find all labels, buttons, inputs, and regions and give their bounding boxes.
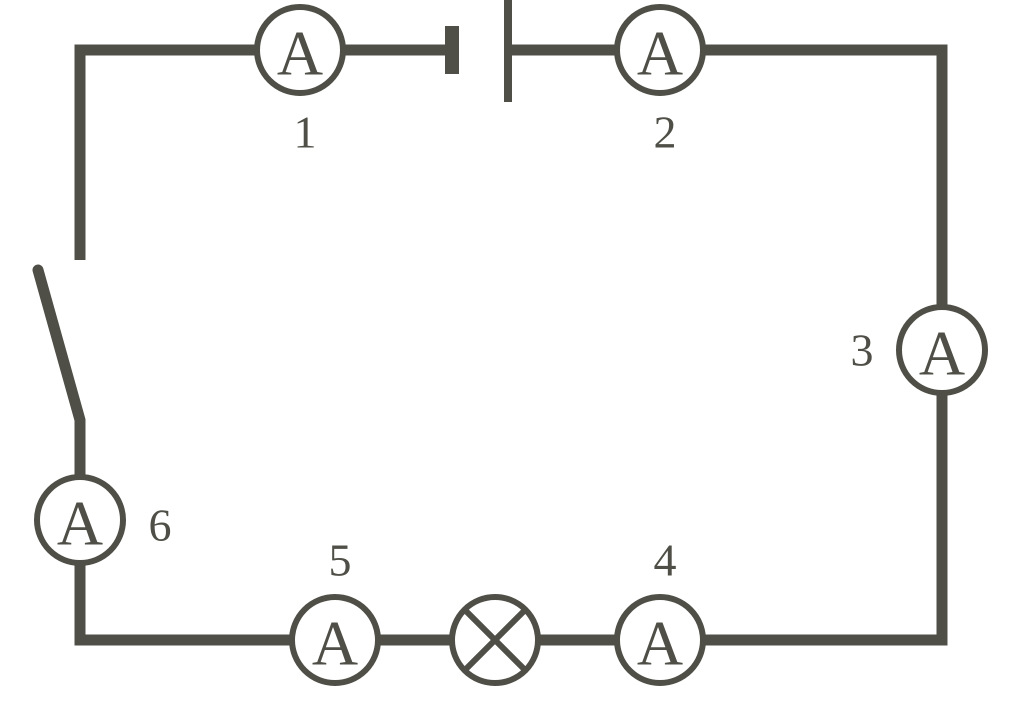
switch-arm bbox=[38, 270, 80, 420]
ammeter-2-letter: A bbox=[637, 18, 683, 89]
switch-open bbox=[38, 270, 80, 420]
ammeter-5: A5 bbox=[292, 535, 378, 684]
lamp bbox=[452, 597, 538, 683]
battery-cell bbox=[452, 0, 508, 102]
ammeter-1-label: 1 bbox=[294, 107, 317, 158]
ammeter-6: A6 bbox=[37, 477, 172, 563]
ammeter-3: A3 bbox=[851, 307, 986, 393]
ammeter-1: A1 bbox=[257, 7, 343, 158]
ammeter-2: A2 bbox=[617, 7, 703, 158]
ammeter-4: A4 bbox=[617, 535, 703, 684]
ammeter-5-letter: A bbox=[312, 608, 358, 679]
ammeter-4-label: 4 bbox=[654, 535, 677, 586]
ammeter-4-letter: A bbox=[637, 608, 683, 679]
ammeter-6-label: 6 bbox=[149, 500, 172, 551]
ammeter-3-letter: A bbox=[919, 318, 965, 389]
wires bbox=[75, 45, 948, 646]
ammeter-1-letter: A bbox=[277, 18, 323, 89]
ammeter-3-label: 3 bbox=[851, 325, 874, 376]
ammeter-5-label: 5 bbox=[329, 535, 352, 586]
ammeter-6-letter: A bbox=[57, 488, 103, 559]
ammeter-2-label: 2 bbox=[654, 107, 677, 158]
ammeters: A1A2A3A4A5A6 bbox=[37, 7, 985, 683]
